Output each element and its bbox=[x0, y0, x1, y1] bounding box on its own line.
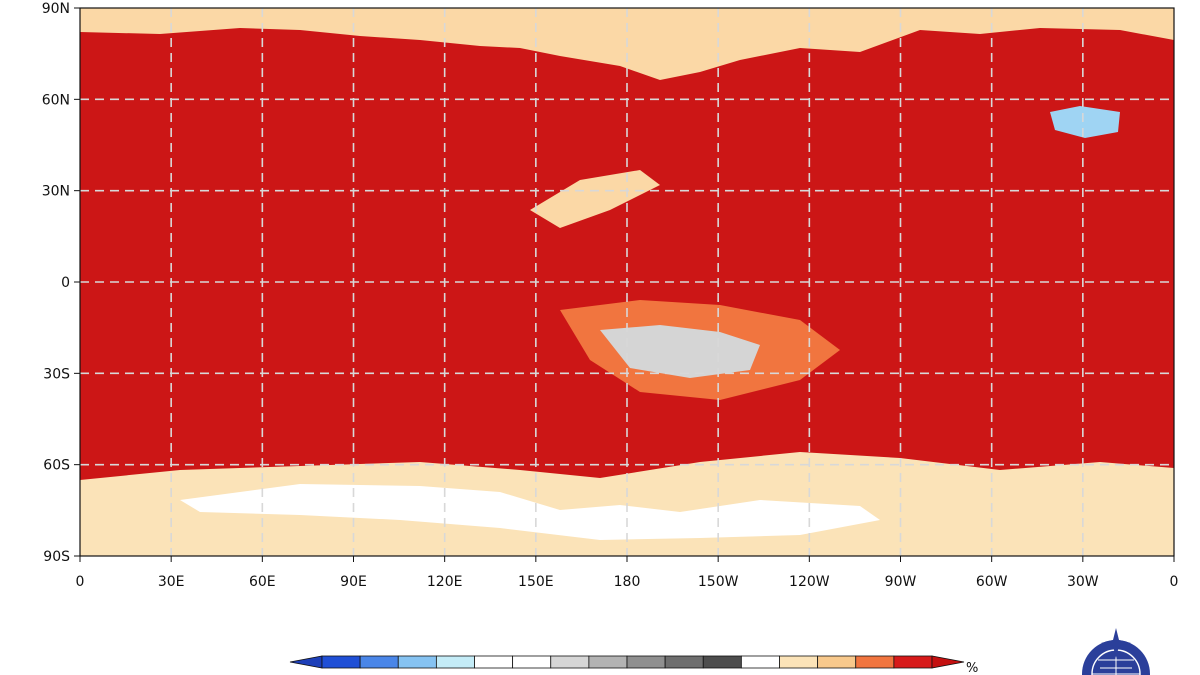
colorbar-right-arrow bbox=[931, 655, 965, 669]
lat-tick-label: 90N bbox=[42, 1, 70, 17]
lon-tick-label: 0 bbox=[1170, 574, 1179, 590]
region-south-pacific-gray bbox=[600, 325, 760, 378]
lon-tick-label: 120W bbox=[789, 574, 830, 590]
longitude-axis: 0 30E 60E 90E 120E 150E 180 150W 120W 90W 60W 30W 0 bbox=[76, 556, 1179, 590]
gridlines bbox=[80, 8, 1174, 556]
colorbar-swatch bbox=[740, 655, 780, 669]
colorbar-swatch bbox=[664, 655, 704, 669]
wmo-logo bbox=[1082, 628, 1150, 675]
lon-tick-label: 30W bbox=[1067, 574, 1099, 590]
lon-tick-label: 60W bbox=[976, 574, 1008, 590]
lon-tick-label: 90E bbox=[340, 574, 367, 590]
colorbar-swatch bbox=[321, 655, 361, 669]
lon-tick-label: 150E bbox=[518, 574, 554, 590]
colorbar-swatch bbox=[512, 655, 552, 669]
lon-tick-label: 180 bbox=[614, 574, 641, 590]
lat-tick-label: 0 bbox=[61, 275, 70, 291]
wmo-star-icon bbox=[1101, 628, 1131, 658]
lon-tick-label: 30E bbox=[158, 574, 185, 590]
colorbar-swatch bbox=[893, 655, 933, 669]
colorbar-swatch bbox=[588, 655, 628, 669]
colorbar-swatch bbox=[702, 655, 742, 669]
lon-tick-label: 120E bbox=[427, 574, 463, 590]
colorbar-swatch bbox=[779, 655, 819, 669]
lon-tick-label: 0 bbox=[76, 574, 85, 590]
lon-tick-label: 90W bbox=[885, 574, 917, 590]
region-antarctica-land bbox=[180, 484, 880, 540]
colorbar-unit: % bbox=[966, 661, 978, 675]
lon-tick-label: 60E bbox=[249, 574, 276, 590]
latitude-axis: 90N 60N 30N 0 30S 60S 90S bbox=[42, 1, 80, 565]
colorbar-swatch bbox=[474, 655, 514, 669]
colorbar-swatch bbox=[626, 655, 666, 669]
lat-tick-label: 30S bbox=[43, 366, 70, 382]
lat-tick-label: 90S bbox=[43, 549, 70, 565]
region-north-pacific-plume bbox=[530, 170, 660, 228]
lon-tick-label: 150W bbox=[698, 574, 739, 590]
colorbar-swatch bbox=[359, 655, 399, 669]
colorbar-swatch bbox=[817, 655, 857, 669]
colorbar-swatch bbox=[397, 655, 437, 669]
lat-tick-label: 60S bbox=[43, 458, 70, 474]
colorbar bbox=[289, 655, 965, 669]
colorbar-swatch bbox=[550, 655, 590, 669]
colorbar-swatch bbox=[435, 655, 475, 669]
colorbar-left-arrow bbox=[289, 655, 323, 669]
lat-tick-label: 60N bbox=[42, 92, 70, 108]
lat-tick-label: 30N bbox=[42, 184, 70, 200]
colorbar-swatch bbox=[855, 655, 895, 669]
region-north-atlantic-blue bbox=[1050, 106, 1120, 138]
